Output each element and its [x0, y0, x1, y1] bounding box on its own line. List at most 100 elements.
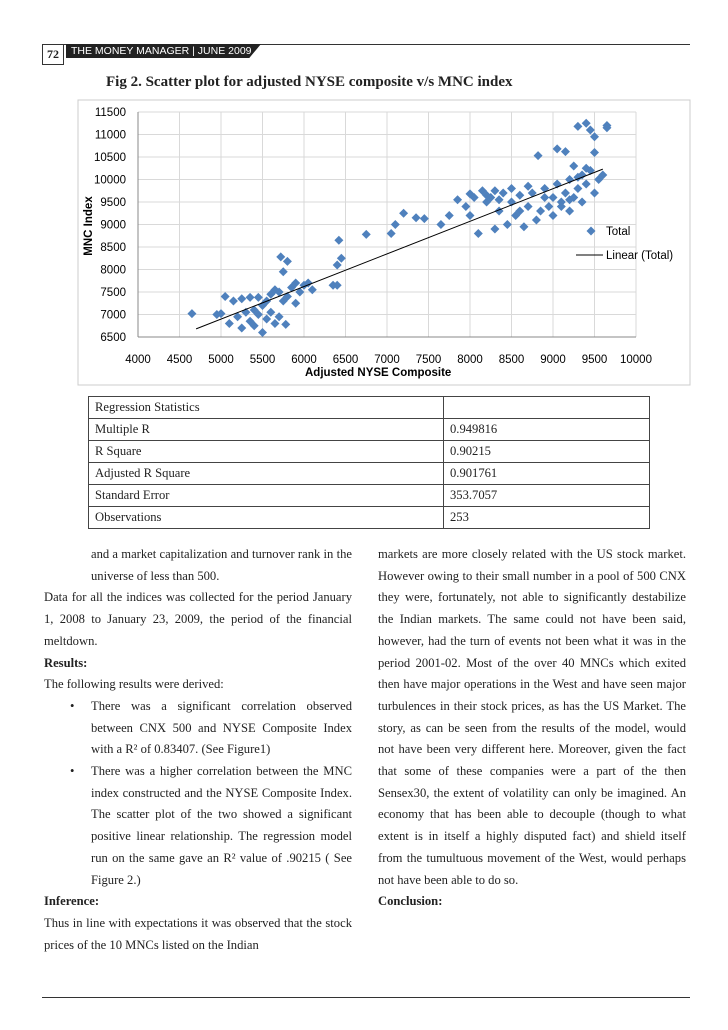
- point: [523, 181, 533, 191]
- point: [531, 215, 541, 225]
- x-axis-title: Adjusted NYSE Composite: [305, 367, 451, 379]
- point: [253, 292, 263, 302]
- x-tick-label: 4500: [167, 354, 193, 366]
- point: [465, 211, 475, 220]
- point: [581, 118, 591, 128]
- y-tick-label: 9000: [100, 220, 126, 232]
- point: [560, 147, 570, 157]
- x-tick-label: 8000: [457, 354, 483, 366]
- point: [237, 323, 247, 333]
- point: [399, 208, 409, 218]
- point: [276, 252, 286, 262]
- publication: THE MONEY MANAGER | JUNE 2009: [66, 44, 261, 58]
- point: [590, 132, 599, 142]
- point: [419, 214, 429, 224]
- point: [569, 161, 579, 171]
- x-tick-label: 6500: [333, 354, 359, 366]
- point: [573, 121, 583, 131]
- point: [527, 188, 537, 198]
- y-tick-label: 10000: [94, 175, 126, 187]
- paragraph: markets are more closely related with th…: [378, 547, 686, 887]
- chart-frame: [77, 99, 691, 386]
- heading: Results:: [44, 655, 88, 670]
- point: [274, 287, 284, 297]
- point: [533, 151, 543, 161]
- point: [590, 148, 599, 157]
- table-row: Adjusted R Square 0.901761: [88, 462, 650, 485]
- point: [307, 285, 317, 295]
- y-tick-label: 9500: [100, 197, 126, 209]
- bullet-list: • There was a significant correlation obs…: [44, 696, 352, 891]
- x-tick-label: 7000: [374, 354, 400, 366]
- point: [334, 235, 344, 245]
- point: [270, 319, 280, 328]
- x-tick-label: 6000: [291, 354, 317, 366]
- point: [233, 312, 243, 322]
- table-cell: Standard Error: [88, 484, 444, 507]
- point: [494, 195, 504, 205]
- point: [461, 202, 471, 211]
- table-cell: 0.949816: [443, 418, 650, 441]
- y-tick-label: 11500: [95, 107, 126, 119]
- point: [548, 193, 558, 202]
- figure-title: Fig 2. Scatter plot for adjusted NYSE co…: [106, 74, 513, 90]
- point: [266, 307, 276, 317]
- point: [548, 211, 558, 220]
- table-row: Standard Error 353.7057: [88, 484, 650, 507]
- regression-table: Regression Statistics Multiple R 0.949816…: [88, 396, 650, 529]
- bullet-dot: •: [70, 698, 75, 713]
- x-tick-label: 5000: [208, 354, 234, 366]
- y-tick-label: 11000: [95, 130, 126, 142]
- point: [523, 202, 533, 211]
- heading: Conclusion:: [378, 894, 443, 909]
- point: [187, 309, 197, 319]
- footer-rule: [42, 997, 690, 998]
- point: [336, 253, 346, 263]
- point: [515, 190, 525, 200]
- point: [544, 202, 554, 211]
- paragraph: Data for all the indices was collected f…: [44, 590, 352, 648]
- table-cell: Observations: [88, 506, 444, 529]
- point: [540, 193, 550, 202]
- heading: Inference:: [44, 894, 100, 909]
- x-tick-label: 9500: [582, 354, 608, 366]
- point: [469, 193, 479, 202]
- bullet-item: • There was a significant correlation obs…: [44, 696, 352, 761]
- y-tick-label: 10500: [94, 152, 126, 164]
- point: [291, 298, 301, 308]
- point: [274, 312, 284, 322]
- table-row: Observations 253: [88, 506, 650, 529]
- bullet-item: • There was a higher correlation between …: [44, 761, 352, 891]
- point: [216, 309, 226, 319]
- point: [519, 222, 529, 232]
- header-rule: [42, 44, 690, 45]
- point: [361, 229, 371, 239]
- point: [253, 310, 263, 319]
- table-cell: 253: [443, 506, 650, 529]
- point: [556, 202, 566, 211]
- table-row: Regression Statistics: [88, 396, 650, 419]
- left-column: and a market capitalization and turnover…: [44, 544, 352, 956]
- table-cell: R Square: [88, 440, 444, 463]
- chart: Adjusted NYSE Composite MNC Index 6500 70…: [77, 99, 691, 386]
- point: [224, 319, 234, 328]
- table-row: Multiple R 0.949816: [88, 418, 650, 441]
- point: [237, 294, 247, 304]
- point: [386, 229, 396, 238]
- point: [249, 305, 259, 315]
- point: [577, 197, 587, 207]
- point: [258, 328, 267, 337]
- point: [482, 190, 492, 200]
- page-number: 72: [42, 44, 64, 65]
- point: [585, 125, 595, 135]
- table-cell: 0.901761: [443, 462, 650, 485]
- point: [552, 144, 562, 154]
- x-tick-label: 10000: [620, 354, 652, 366]
- table-cell: Multiple R: [88, 418, 444, 441]
- point: [565, 206, 575, 216]
- point: [602, 123, 612, 133]
- bullet-dot: •: [70, 764, 75, 779]
- point: [598, 170, 608, 180]
- point: [507, 184, 516, 193]
